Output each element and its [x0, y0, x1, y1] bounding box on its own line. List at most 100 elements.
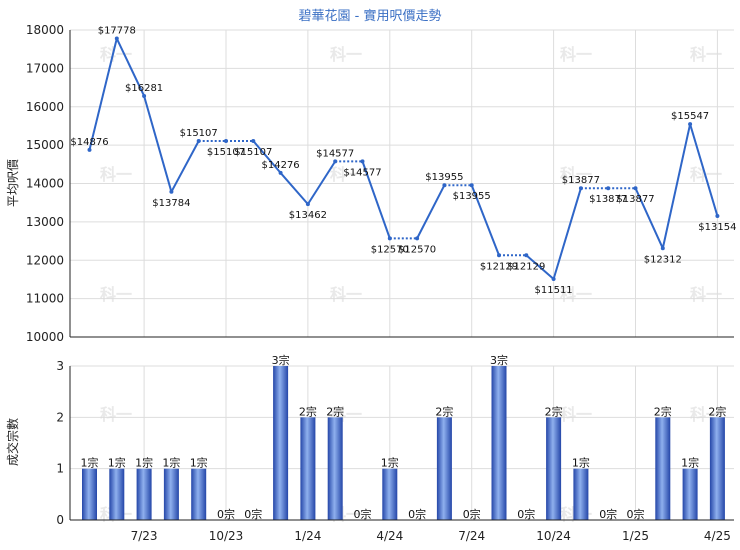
line-segment	[88, 38, 118, 151]
watermark-text: 科一	[100, 45, 132, 64]
line-chart-grid: 10000 11000 12000 13000 14000 15000 16000 17000…	[26, 23, 734, 344]
line-segment	[115, 38, 146, 97]
line-y-tick-label: 13000	[26, 215, 64, 229]
line-point	[715, 213, 720, 218]
line-y-tick-label: 11000	[26, 292, 64, 306]
bar-data-label: 0宗	[354, 507, 372, 521]
line-segment	[634, 187, 664, 249]
bar-data-labels: 1宗 1宗 1宗 1宗 1宗 0宗 0宗 3宗 2宗 2宗 0宗 1宗 0宗 2宗 0宗 3宗 0宗 2宗 1宗 0宗…	[81, 353, 727, 521]
watermark-text: 科一	[100, 165, 132, 184]
line-data-label: $13784	[152, 198, 190, 209]
x-tick-label: 1/25	[622, 529, 649, 543]
line-segment	[661, 123, 692, 249]
line-point	[497, 253, 501, 258]
line-point	[224, 139, 228, 144]
bar-series	[82, 366, 725, 520]
line-point	[196, 139, 201, 144]
bar-data-label: 0宗	[463, 507, 481, 521]
line-point	[142, 93, 147, 98]
bar	[491, 366, 507, 520]
line-point	[114, 36, 119, 41]
bar-data-label: 2宗	[326, 404, 344, 418]
axes	[69, 30, 734, 521]
bar-data-label: 2宗	[435, 404, 453, 418]
line-data-label: $13462	[289, 210, 327, 221]
watermark-text: 科一	[330, 165, 362, 184]
x-tick-label: 7/23	[131, 529, 158, 543]
bar	[191, 468, 207, 520]
line-segment	[416, 184, 446, 239]
line-point	[87, 147, 92, 152]
bar	[327, 417, 343, 520]
x-tick-label: 7/24	[458, 529, 485, 543]
watermark-layer: 科一科一科一科一科一科一科一科一科一科一科一科一科一科一科一科一科一科一科一	[100, 45, 722, 524]
line-point	[633, 186, 638, 191]
bar	[82, 468, 97, 520]
line-data-label: $13877	[616, 194, 654, 205]
watermark-text: 科一	[560, 285, 592, 304]
bar-data-label: 2宗	[299, 404, 317, 418]
line-point	[578, 186, 583, 191]
line-segment	[689, 123, 719, 217]
x-tick-label: 1/24	[294, 529, 321, 543]
bar	[709, 417, 725, 520]
line-data-label: $14577	[316, 148, 354, 159]
line-point	[415, 236, 420, 241]
bar-data-label: 1宗	[381, 456, 399, 470]
line-y-tick-label: 12000	[26, 253, 64, 267]
bar-y-axis-label: 成交宗數	[5, 418, 20, 466]
bar-y-tick-label: 2	[56, 410, 64, 424]
watermark-text: 科一	[690, 45, 722, 64]
line-y-tick-label: 17000	[26, 61, 64, 75]
line-point	[688, 122, 693, 127]
line-data-label: $13154	[698, 222, 736, 233]
line-data-label: $13955	[425, 172, 463, 183]
bar-data-label: 2宗	[545, 404, 563, 418]
bar-data-label: 0宗	[408, 507, 426, 521]
bar-data-label: 0宗	[244, 507, 262, 521]
bar-data-label: 2宗	[654, 404, 672, 418]
line-segment	[252, 140, 282, 174]
watermark-text: 科一	[330, 45, 362, 64]
line-data-label: $12129	[507, 261, 545, 272]
line-data-label: $15107	[207, 147, 245, 158]
line-point	[660, 246, 665, 251]
line-segment	[525, 254, 555, 280]
line-data-label: $12129	[480, 261, 518, 272]
bar	[682, 468, 698, 520]
x-tick-label: 4/24	[376, 529, 403, 543]
line-data-label: $11511	[535, 285, 573, 296]
bar	[136, 468, 152, 520]
bar-data-label: 2宗	[708, 404, 726, 418]
line-data-label: $12570	[371, 244, 409, 255]
line-data-label: $15107	[180, 128, 218, 139]
watermark-text: 科一	[690, 285, 722, 304]
watermark-text: 科一	[560, 45, 592, 64]
line-y-tick-label: 15000	[26, 138, 64, 152]
x-tick-label: 10/23	[209, 529, 244, 543]
bar-data-label: 0宗	[217, 507, 235, 521]
line-point	[551, 277, 556, 282]
line-point	[524, 253, 529, 258]
line-data-label: $15547	[671, 111, 709, 122]
line-point	[360, 159, 365, 164]
bar-data-label: 1宗	[135, 456, 153, 470]
bar-data-label: 1宗	[162, 456, 180, 470]
watermark-text: 科一	[100, 285, 132, 304]
line-point	[387, 236, 392, 241]
line-point	[442, 183, 447, 188]
line-data-label: $13877	[562, 175, 600, 186]
line-point	[305, 202, 310, 207]
bar-data-label: 0宗	[517, 507, 535, 521]
line-point	[333, 159, 338, 164]
bar-data-label: 3宗	[272, 353, 290, 367]
line-data-label: $17778	[98, 26, 136, 37]
line-y-tick-label: 14000	[26, 177, 64, 191]
line-data-label: $12312	[644, 254, 682, 265]
line-segment	[143, 95, 173, 193]
line-y-tick-label: 10000	[26, 330, 64, 344]
bar	[655, 417, 671, 520]
line-data-label: $13955	[453, 191, 491, 202]
line-data-label: $12570	[398, 244, 436, 255]
line-segment	[361, 161, 391, 239]
